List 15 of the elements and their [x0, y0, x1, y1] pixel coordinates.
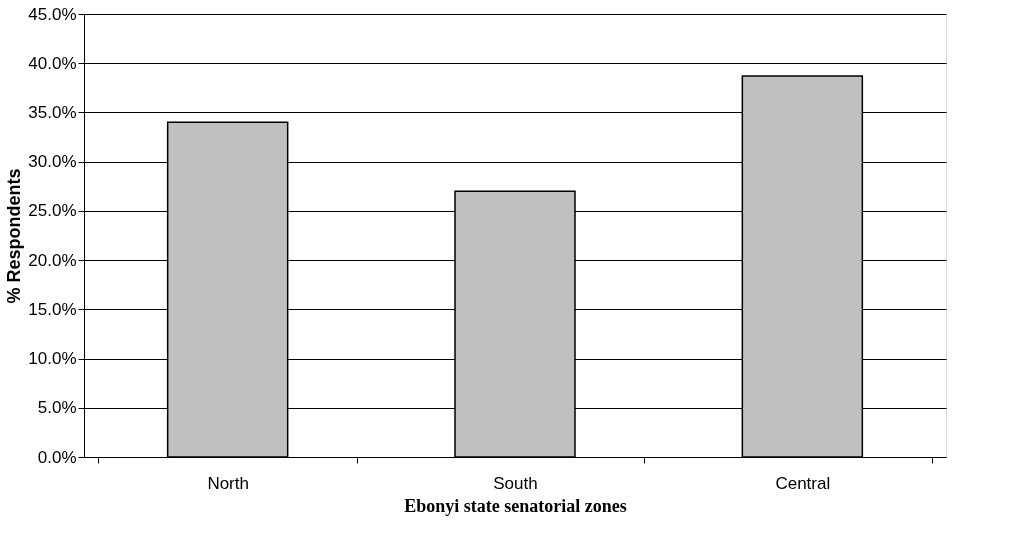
y-axis-title: % Respondents [4, 168, 25, 304]
y-tick-label: 5.0% [37, 398, 77, 418]
x-axis-title: Ebonyi state senatorial zones [404, 495, 627, 516]
y-tick-label: 15.0% [28, 299, 77, 319]
x-tick-label: Central [775, 473, 831, 493]
y-tick-label: 0.0% [37, 447, 77, 467]
y-tick-label: 45.0% [28, 4, 77, 24]
y-tick-label: 10.0% [28, 349, 77, 369]
x-tick-label: South [493, 473, 538, 493]
y-tick-label: 25.0% [28, 201, 77, 221]
x-tick-label: North [207, 473, 249, 493]
y-tick-label: 30.0% [28, 152, 77, 172]
y-tick-label: 40.0% [28, 53, 77, 73]
y-tick-label: 20.0% [28, 250, 77, 270]
y-tick-label: 35.0% [28, 102, 77, 122]
